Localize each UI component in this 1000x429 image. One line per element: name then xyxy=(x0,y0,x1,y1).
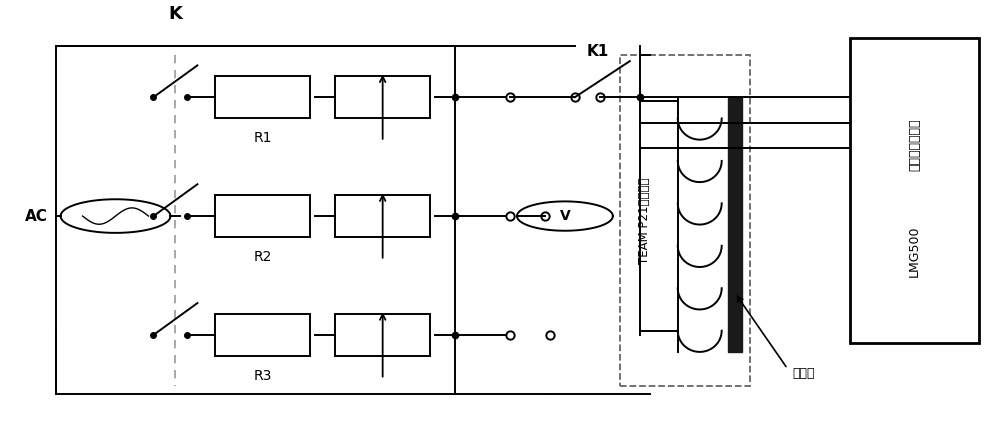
Text: TEAM P21基准模型: TEAM P21基准模型 xyxy=(638,177,651,263)
Bar xyxy=(335,76,430,118)
Text: V: V xyxy=(560,209,570,223)
Bar xyxy=(850,38,979,343)
Text: R1: R1 xyxy=(254,131,272,145)
Bar xyxy=(215,76,310,118)
Bar xyxy=(728,97,742,352)
Text: AC: AC xyxy=(25,208,48,224)
Bar xyxy=(620,55,750,386)
Bar xyxy=(215,314,310,356)
Text: R2: R2 xyxy=(254,250,272,264)
Text: R3: R3 xyxy=(254,369,272,383)
Text: K1: K1 xyxy=(586,44,608,59)
Text: 结构件: 结构件 xyxy=(793,367,815,380)
Text: LMG500: LMG500 xyxy=(908,226,921,278)
Bar xyxy=(335,195,430,237)
Text: K: K xyxy=(169,5,182,23)
Bar xyxy=(335,314,430,356)
Text: 精密功率分析仪: 精密功率分析仪 xyxy=(908,118,921,171)
Bar xyxy=(215,195,310,237)
